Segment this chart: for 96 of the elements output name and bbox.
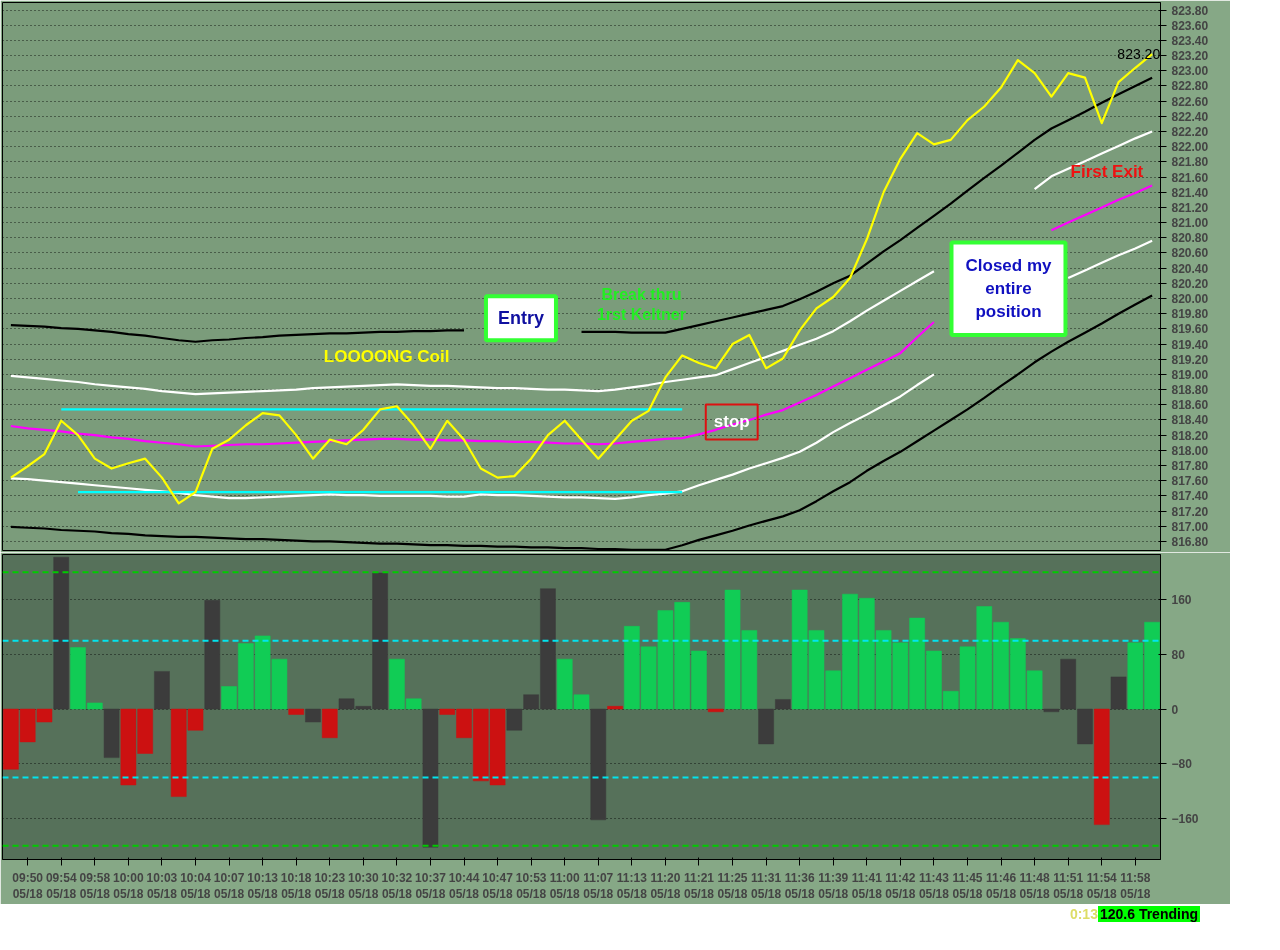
x-tick-label: 11:41 05/18 [851,870,883,902]
y-tick-label: 160 [1171,593,1192,608]
bar [707,708,724,713]
y-tick-label: 819.40 [1171,337,1209,352]
annotation: Entry [497,308,544,329]
y-tick-label: 821.80 [1171,155,1209,170]
y-tick-label: 819.00 [1171,367,1209,382]
y-tick-label: 823.00 [1171,64,1209,79]
x-tick-label: 11:54 05/18 [1086,870,1118,902]
x-tick-label: 11:45 05/18 [952,870,983,902]
x-tick-label: 11:51 05/18 [1053,870,1084,902]
bar [321,708,338,739]
x-tick-label: 11:46 05/18 [986,870,1017,902]
x-tick-label: 11:25 05/18 [717,870,748,902]
x-tick-label: 10:53 05/18 [515,870,547,902]
annotation: Closed my entire position [965,256,1053,322]
annotation: Break thru 1rst Keltner [596,285,686,324]
text: 120.6 Trending [1097,906,1200,922]
bar [154,671,170,710]
y-tick-label: 818.60 [1171,398,1209,413]
y-tick-label: 817.40 [1171,489,1209,504]
y-tick-label: 817.20 [1171,504,1209,519]
x-tick-label: 10:30 05/18 [347,870,379,902]
x-tick-label: 11:58 05/18 [1120,870,1151,902]
y-tick-label: 822.20 [1171,125,1209,140]
y-tick-label: 818.40 [1171,413,1209,428]
y-tick-label: 823.80 [1171,3,1209,18]
x-tick-label: 11:21 05/18 [683,870,715,902]
bar [607,706,623,710]
y-tick-label: 818.20 [1171,428,1209,443]
x-tick-label: 10:44 05/18 [448,870,480,902]
y-tick-label: 820.20 [1171,276,1209,291]
x-tick-label: 11:13 05/18 [616,870,648,902]
x-tick-label: 09:58 05/18 [79,870,111,902]
x-tick-label: 11:00 05/18 [549,870,581,902]
x-tick-label: 10:47 05/18 [482,870,514,902]
x-tick-label: 11:43 05/18 [918,870,950,902]
y-tick-label: 822.00 [1171,140,1209,155]
y-tick-label: 817.80 [1171,458,1209,473]
x-tick-label: 11:48 05/18 [1019,870,1050,902]
annotation: 823.20 [1117,45,1161,62]
y-tick-label: 819.60 [1171,322,1209,337]
x-tick-label: 10:00 05/18 [113,870,145,902]
y-tick-label: 0 [1171,702,1179,717]
x-tick-label: 11:20 05/18 [650,870,681,902]
x-tick-label: 09:50 05/18 [12,870,44,902]
y-tick-label: 819.80 [1171,307,1209,322]
y-tick-label: 816.80 [1171,534,1209,549]
x-tick-label: 10:18 05/18 [280,870,312,902]
y-tick-label: 821.40 [1171,185,1209,200]
x-tick-label: 10:13 05/18 [247,870,279,902]
x-tick-label: 10:07 05/18 [213,870,245,902]
y-tick-label: 80 [1171,647,1186,662]
y-tick-label: −80 [1171,757,1193,772]
x-tick-label: 11:36 05/18 [784,870,816,902]
y-tick-label: 818.80 [1171,383,1209,398]
y-tick-label: 823.60 [1171,18,1209,33]
y-tick-label: 820.80 [1171,231,1209,246]
x-tick-label: 10:03 05/18 [146,870,178,902]
annotation: First Exit [1070,162,1144,182]
y-tick-label: 823.20 [1171,49,1209,64]
x-tick-label: 10:04 05/18 [180,870,212,902]
x-tick-label: 10:32 05/18 [381,870,413,902]
bar [288,708,304,715]
y-tick-label: −160 [1171,811,1199,826]
x-tick-label: 11:31 05/18 [751,870,782,902]
y-tick-label: 822.60 [1171,94,1209,109]
y-tick-label: 818.00 [1171,443,1209,458]
x-tick-label: 11:42 05/18 [885,870,916,902]
y-tick-label: 820.40 [1171,261,1209,276]
x-tick-label: 10:23 05/18 [314,870,346,902]
x-tick-label: 11:39 05/18 [818,870,849,902]
annotation: LOOOONG Coil [323,347,450,367]
y-tick-label: 822.40 [1171,109,1209,124]
y-tick-label: 820.00 [1171,292,1209,307]
bar [103,708,120,758]
y-tick-label: 822.80 [1171,79,1209,94]
y-tick-label: 820.60 [1171,246,1209,261]
y-tick-label: 819.20 [1171,352,1209,367]
bar [305,708,321,723]
x-tick-label: 09:54 05/18 [45,870,77,902]
y-tick-label: 821.00 [1171,216,1209,231]
x-tick-label: 11:07 05/18 [583,870,614,902]
bar [1110,676,1127,710]
bar [204,600,221,710]
y-tick-label: 821.20 [1171,200,1209,215]
y-tick-label: 821.60 [1171,170,1209,185]
bar [590,708,607,821]
bar [1093,708,1110,825]
bar [422,708,439,848]
text: 0:13 [1069,906,1098,922]
y-tick-label: 817.60 [1171,474,1209,489]
y-tick-label: 823.40 [1171,33,1209,48]
x-tick-label: 10:37 05/18 [415,870,447,902]
y-tick-label: 817.00 [1171,519,1209,534]
bar [53,556,70,710]
